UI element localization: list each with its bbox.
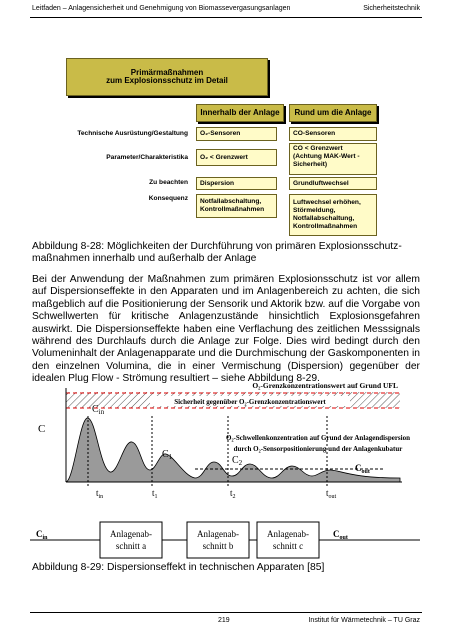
header-left: Leitfaden – Anlagensicherheit und Genehm… (32, 5, 291, 12)
t-2: t2 (230, 488, 236, 500)
caption-line: Abbildung 8-28: Möglichkeiten der Durchf… (32, 241, 402, 252)
cell-text: Sicherheit) (293, 161, 328, 168)
cell-text: O₂-Sensoren (200, 130, 241, 137)
cell-text: Kontrollmaßnahmen (293, 223, 358, 230)
cell-text: CO < Grenzwert (293, 145, 343, 152)
cell-text: Kontrollmaßnahmen (200, 206, 265, 213)
c-2: C2 (232, 455, 243, 467)
caption-line: maßnahmen innerhalb und außerhalb der An… (32, 253, 257, 265)
section-label: schnitt b (203, 541, 234, 551)
c-1: C1 (162, 449, 173, 461)
cell-text: (Achtung MAK-Wert - (293, 153, 360, 160)
cell: O₂ < Grenzwert (196, 149, 277, 166)
section-label: Anlagenab- (110, 529, 152, 539)
column-header: Rund um die Anlage (289, 104, 377, 122)
cell-text: Grundluftwechsel (293, 180, 349, 187)
page-number: 219 (218, 617, 230, 624)
cell: Grundluftwechsel (289, 177, 377, 190)
header-right: Sicherheitstechnik (363, 5, 420, 12)
caption: Abbildung 8-28: Möglichkeiten der Durchf… (32, 241, 422, 266)
row-label: Parameter/Charakteristika (106, 154, 188, 161)
figure-title: Primärmaßnahmen (130, 68, 204, 77)
footer-institute: Institut für Wärmetechnik – TU Graz (308, 617, 420, 624)
c-out: Cout (355, 463, 370, 475)
section-box (256, 521, 320, 559)
cell-text: Störmeldung, (293, 207, 336, 214)
cell: O₂-Sensoren (196, 127, 277, 141)
row-label: Konsequenz (148, 195, 188, 202)
safety-label: Sicherheit gegenüber O₂-Grenzkonzentrati… (174, 398, 326, 406)
section-box (99, 521, 163, 559)
threshold-label: durch O₂-Sensorpositionierung und der An… (234, 445, 403, 453)
cell: CO-Sensoren (289, 127, 377, 141)
t-in: tin (96, 488, 103, 500)
cell: Notfallabschaltung, Kontrollmaßnahmen (196, 194, 277, 218)
column-header: Innerhalb der Anlage (196, 104, 284, 122)
t-1: t1 (152, 488, 158, 500)
cell: Luftwechsel erhöhen, Störmeldung, Notfalla… (289, 194, 377, 236)
c-in: Cin (92, 404, 105, 416)
cell: CO < Grenzwert (Achtung MAK-Wert - Sicherh… (289, 143, 377, 175)
section-label: Anlagenab- (197, 529, 239, 539)
paragraph: Bei der Anwendung der Maßnahmen zum prim… (32, 274, 420, 385)
row-label: Zu beachten (149, 179, 188, 186)
dispersion-figure: O₂-Grenzkonzentrationswert auf Grund UFL… (30, 381, 420, 559)
limit-label: O₂-Grenzkonzentrationswert auf Grund UFL (252, 381, 398, 390)
threshold-label: O₂-Schwellenkonzentration auf Grund der … (226, 434, 410, 442)
section-label: Anlagenab- (267, 529, 309, 539)
section-box (186, 521, 250, 559)
cell-text: Notfallabschaltung, (200, 198, 262, 205)
footer-rule (30, 612, 422, 613)
figure-title-box: Primärmaßnahmen zum Explosionsschutz im … (66, 58, 268, 96)
cell-text: CO-Sensoren (293, 130, 336, 137)
figure-title: zum Explosionsschutz im Detail (106, 76, 228, 85)
label-bg (150, 396, 350, 406)
cell-text: Dispersion (200, 180, 235, 187)
section-label: schnitt a (116, 541, 146, 551)
cell-text: Notfallabschaltung, (293, 215, 355, 222)
section-label: schnitt c (273, 541, 303, 551)
caption: Abbildung 8-29: Dispersionseffekt in tec… (32, 562, 325, 573)
header-rule (30, 17, 422, 18)
flow-out: Cout (333, 529, 348, 541)
y-axis-label: C (38, 423, 45, 435)
concentration-curve (65, 417, 401, 483)
cell-text: Luftwechsel erhöhen, (293, 199, 361, 206)
cell: Dispersion (196, 177, 277, 190)
flow-in: Cin (36, 529, 48, 541)
row-label: Technische Ausrüstung/Gestaltung (77, 130, 188, 137)
t-out: tout (326, 488, 337, 500)
cell-text: O₂ < Grenzwert (200, 154, 248, 161)
